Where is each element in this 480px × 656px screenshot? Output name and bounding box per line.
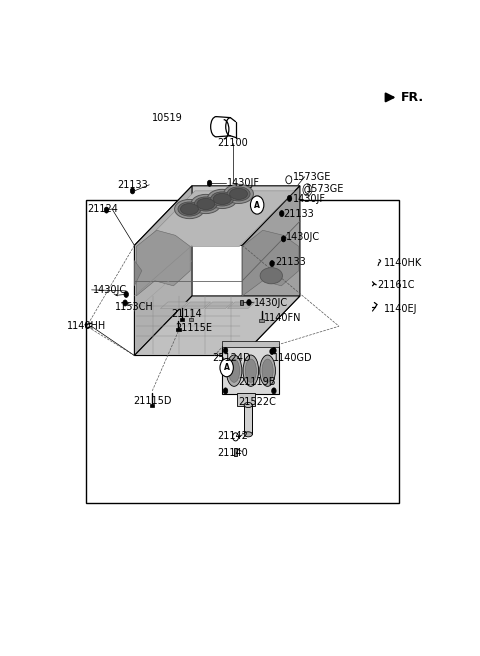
Ellipse shape (228, 359, 240, 382)
Polygon shape (134, 186, 300, 245)
Bar (86, 200, 398, 503)
Circle shape (220, 359, 233, 377)
Text: 1430JF: 1430JF (292, 194, 325, 204)
Polygon shape (134, 186, 192, 356)
Bar (150, 404, 155, 407)
Ellipse shape (175, 199, 204, 218)
Circle shape (305, 186, 310, 194)
Ellipse shape (211, 192, 234, 206)
Text: 21133: 21133 (118, 180, 148, 190)
Ellipse shape (191, 194, 221, 214)
Polygon shape (140, 191, 294, 247)
Ellipse shape (178, 202, 201, 216)
Polygon shape (205, 302, 233, 308)
Ellipse shape (260, 355, 276, 386)
Ellipse shape (226, 355, 242, 386)
Text: 21100: 21100 (217, 138, 248, 148)
Ellipse shape (262, 359, 273, 382)
Circle shape (272, 388, 276, 394)
Circle shape (270, 260, 274, 266)
Circle shape (272, 348, 276, 354)
Circle shape (207, 180, 212, 186)
Circle shape (247, 299, 251, 306)
Bar (189, 318, 193, 321)
Text: 1140GD: 1140GD (273, 352, 312, 363)
Circle shape (251, 196, 264, 214)
Bar (180, 318, 184, 321)
Bar (176, 328, 180, 331)
Polygon shape (134, 260, 142, 286)
Polygon shape (134, 296, 300, 356)
Circle shape (123, 300, 127, 306)
Polygon shape (183, 302, 211, 308)
Bar (222, 341, 279, 348)
Polygon shape (242, 186, 300, 356)
Text: 1140FN: 1140FN (264, 313, 301, 323)
Circle shape (104, 207, 109, 213)
Bar (244, 405, 252, 434)
Text: 1430JC: 1430JC (93, 285, 127, 295)
Text: 21133: 21133 (275, 256, 306, 266)
Bar (240, 300, 243, 304)
Ellipse shape (207, 190, 237, 209)
Ellipse shape (243, 355, 259, 386)
Circle shape (223, 388, 228, 394)
Text: 1430JC: 1430JC (286, 232, 320, 242)
Ellipse shape (194, 197, 217, 211)
Text: 21161C: 21161C (377, 280, 414, 290)
Text: 1140EJ: 1140EJ (384, 304, 418, 314)
Circle shape (288, 195, 292, 201)
Circle shape (233, 433, 239, 441)
Ellipse shape (227, 187, 250, 201)
Ellipse shape (244, 432, 252, 437)
Ellipse shape (180, 203, 198, 215)
Text: 21133: 21133 (283, 209, 314, 218)
Circle shape (270, 348, 274, 354)
Text: A: A (224, 363, 229, 372)
Text: 21522C: 21522C (239, 397, 276, 407)
Text: 25124D: 25124D (212, 352, 251, 363)
Ellipse shape (224, 184, 253, 203)
Text: 21142: 21142 (217, 431, 248, 441)
Text: FR.: FR. (400, 91, 423, 104)
Text: 1430JC: 1430JC (254, 298, 288, 308)
Circle shape (281, 236, 286, 242)
Polygon shape (228, 302, 255, 308)
Polygon shape (136, 230, 190, 296)
Text: 1573GE: 1573GE (292, 172, 331, 182)
Bar (259, 319, 264, 322)
Text: 1430JF: 1430JF (228, 178, 260, 188)
Text: 1140HK: 1140HK (384, 258, 422, 268)
Bar (237, 393, 255, 406)
Text: 21114: 21114 (172, 309, 203, 319)
Circle shape (130, 188, 135, 194)
Circle shape (223, 348, 228, 354)
Polygon shape (160, 302, 188, 308)
Text: 1140HH: 1140HH (67, 321, 106, 331)
Text: 21115D: 21115D (133, 396, 171, 406)
Bar (234, 449, 237, 455)
Ellipse shape (260, 268, 282, 284)
Ellipse shape (245, 359, 256, 382)
Ellipse shape (213, 194, 231, 205)
Text: 1573GE: 1573GE (305, 184, 344, 194)
Ellipse shape (197, 198, 215, 209)
Text: 10519: 10519 (152, 113, 183, 123)
Circle shape (286, 176, 292, 184)
Circle shape (279, 211, 284, 216)
Text: 21140: 21140 (217, 447, 248, 457)
Circle shape (124, 291, 129, 297)
Ellipse shape (229, 188, 248, 199)
Text: 21115E: 21115E (175, 323, 212, 333)
Text: 21119B: 21119B (239, 377, 276, 387)
Polygon shape (242, 230, 299, 296)
Ellipse shape (244, 403, 252, 407)
Text: 21124: 21124 (87, 204, 118, 214)
Text: A: A (254, 201, 260, 209)
Text: 1153CH: 1153CH (115, 302, 154, 312)
Bar (222, 346, 279, 394)
